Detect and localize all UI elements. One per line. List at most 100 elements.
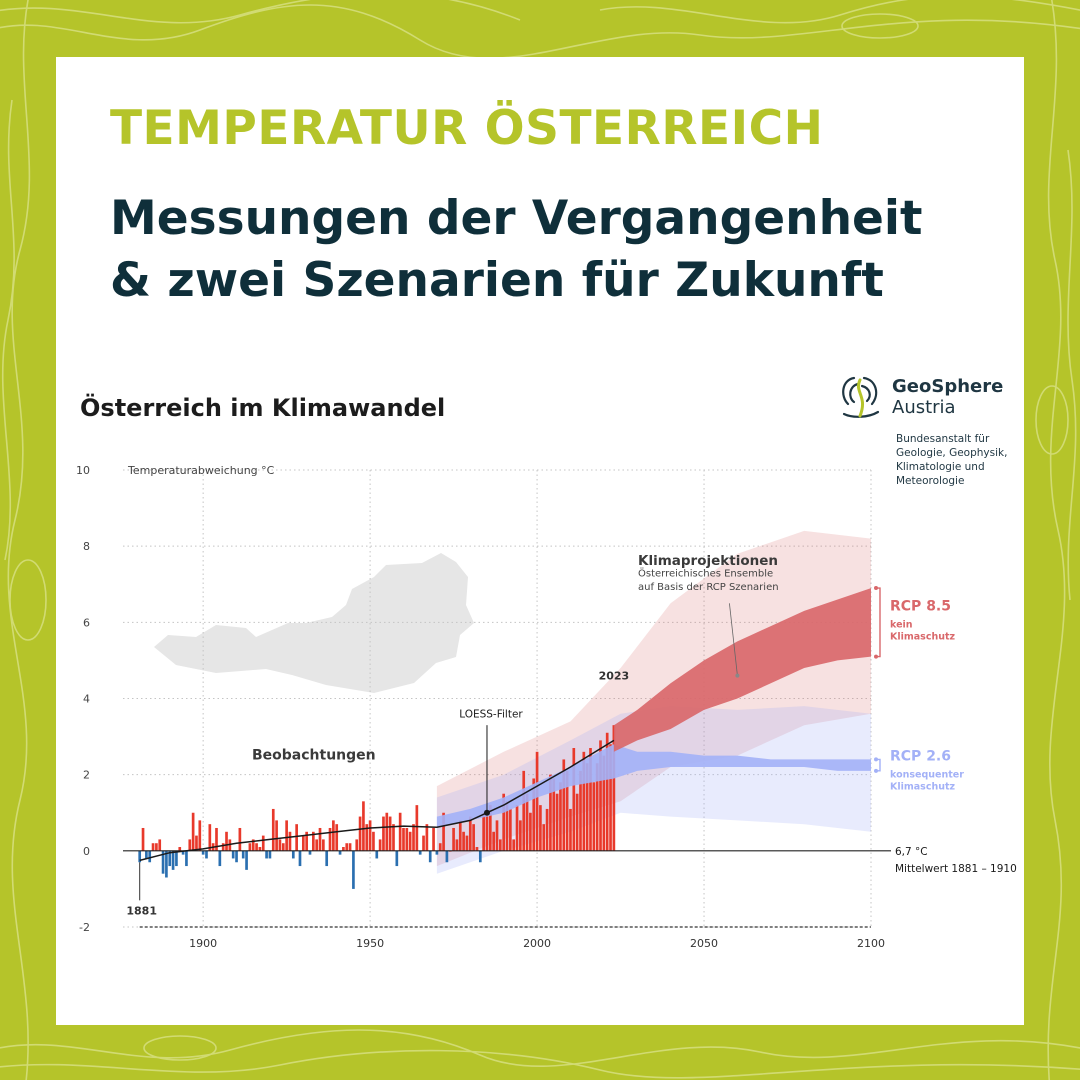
observation-bar	[255, 843, 258, 851]
observation-bar	[388, 816, 392, 851]
y-axis-label: Temperaturabweichung °C	[127, 464, 275, 477]
observation-bar	[509, 808, 512, 851]
observation-bar	[261, 835, 265, 851]
observation-bar	[288, 831, 292, 851]
observation-bar	[318, 827, 322, 851]
rcp85-bracket-dot	[874, 654, 878, 659]
logo-name: GeoSphere Austria	[892, 376, 1003, 418]
observation-bar	[138, 850, 142, 863]
observation-bar	[368, 820, 372, 851]
logo-desc-line: Meteorologie	[896, 475, 965, 487]
rcp26-envelope	[436, 706, 871, 874]
y-tick-label: 4	[83, 693, 90, 706]
observation-bar	[505, 801, 509, 851]
observation-bar	[335, 824, 339, 851]
observation-bar	[165, 850, 168, 878]
end-year-label: 2023	[599, 669, 630, 682]
observation-bar	[218, 850, 222, 867]
observation-bar	[402, 827, 405, 851]
observation-bar	[438, 843, 442, 851]
observation-bar	[545, 808, 549, 851]
headline-line-1: Messungen der Vergangenheit	[110, 191, 923, 246]
logo-desc-line: Geologie, Geophysik,	[896, 447, 1008, 459]
observation-bar	[355, 839, 359, 851]
observation-bar	[291, 850, 295, 859]
baseline-period: Mittelwert 1881 – 1910	[895, 863, 1017, 875]
observation-bar	[365, 824, 369, 851]
observation-bar	[221, 843, 225, 851]
observation-bar	[462, 831, 465, 851]
observation-bar	[532, 778, 536, 851]
observation-bar	[612, 725, 616, 851]
observation-bar	[492, 831, 495, 851]
x-tick-label: 2100	[857, 937, 885, 950]
observation-bar	[405, 827, 409, 851]
observation-bar	[582, 751, 586, 851]
observation-bar	[458, 820, 462, 851]
observation-bar	[301, 835, 305, 851]
logo-desc-line: Bundesanstalt für	[896, 433, 990, 445]
observation-bar	[285, 820, 288, 851]
observation-bar	[585, 763, 589, 851]
rcp26-bracket-dot	[874, 757, 878, 762]
observation-bar	[555, 793, 559, 851]
geosphere-logo-icon	[842, 376, 880, 418]
y-tick-label: 10	[76, 464, 90, 477]
rcp85-label: RCP 8.5	[890, 598, 951, 614]
observation-bar	[535, 751, 539, 851]
rcp85-bracket-dot	[874, 586, 878, 591]
austria-map-icon	[154, 553, 474, 693]
observation-bar	[245, 850, 248, 870]
projections-marker	[735, 673, 740, 678]
start-year-label: 1881	[126, 904, 157, 917]
observation-bar	[322, 839, 325, 851]
observation-bar	[328, 827, 332, 851]
content-card: TEMPERATUR ÖSTERREICH Messungen der Verg…	[56, 57, 1024, 1025]
observation-bar	[378, 839, 382, 851]
baseline-value: 6,7 °C	[895, 846, 928, 858]
observation-bar	[468, 816, 472, 851]
observation-bar	[595, 763, 599, 851]
observation-bar	[258, 847, 262, 851]
observation-bar	[145, 850, 148, 859]
chart: -2 0 2 4 6 8 10 Temperaturabweichung °C 1900 1950…	[76, 464, 1017, 950]
observation-bar	[268, 850, 272, 859]
observation-bar	[542, 824, 546, 851]
observation-bar	[168, 850, 172, 867]
observation-bar	[175, 850, 178, 867]
observation-bar	[599, 740, 602, 851]
logo-desc-line: Klimatologie und	[896, 461, 985, 473]
observation-bar	[332, 820, 335, 851]
rcp26-desc: konsequenter	[890, 769, 964, 780]
observation-bar	[308, 850, 312, 855]
observation-bar	[499, 839, 502, 851]
observation-bar	[452, 827, 455, 851]
observation-bar	[539, 805, 542, 851]
observation-bar	[502, 793, 506, 851]
observation-bar	[295, 824, 298, 851]
observation-bar	[422, 835, 425, 851]
observation-bar	[271, 808, 275, 851]
observation-bar	[158, 839, 162, 851]
rcp85-desc: kein	[890, 619, 913, 630]
projections-sublabel: auf Basis der RCP Szenarien	[638, 582, 779, 593]
observation-bar	[305, 831, 308, 851]
observation-bar	[552, 778, 556, 851]
observation-bar	[408, 831, 412, 851]
observation-bar	[482, 812, 485, 851]
observation-bar	[432, 827, 435, 851]
observation-bar	[428, 850, 432, 863]
observation-bar	[435, 850, 439, 855]
observation-bar	[415, 805, 419, 851]
observation-bar	[178, 847, 182, 851]
observation-bar	[465, 835, 469, 851]
observation-bar	[372, 831, 375, 851]
observation-bar	[312, 831, 315, 851]
observation-bar	[592, 782, 596, 851]
headline-line-2: & zwei Szenarien für Zukunft	[110, 253, 884, 308]
observation-bar	[455, 839, 459, 851]
observation-bar	[375, 850, 379, 859]
observation-bar	[495, 820, 499, 851]
observation-bar	[362, 801, 365, 851]
logo-description: Bundesanstalt für Geologie, Geophysik, K…	[896, 432, 1021, 488]
